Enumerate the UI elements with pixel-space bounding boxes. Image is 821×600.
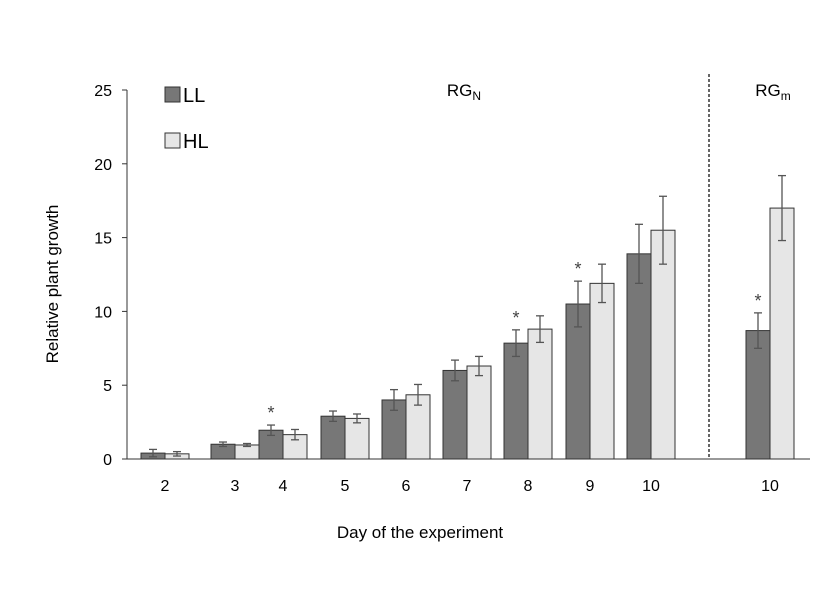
bar-hl [769,207,795,460]
y-tick-label: 15 [94,231,112,248]
bar-hl [589,282,615,460]
error-bars [149,174,786,458]
x-tick-label: 10 [761,478,779,495]
legend-swatch-ll [164,86,181,103]
x-tick-label: 3 [231,478,240,495]
bars [140,207,795,460]
bar-ll [626,253,652,460]
legend-swatch-hl [164,132,181,149]
bar-hl [650,229,676,460]
y-tick-label: 20 [94,157,112,174]
x-tick-label: 7 [463,478,472,495]
x-tick-label: 10 [642,478,660,495]
significance-markers: * * * * [267,259,761,423]
y-tick-label: 25 [94,83,112,100]
significance-star: * [574,259,581,279]
region-labels: RGN RGm [447,81,791,103]
x-tick-label: 4 [279,478,288,495]
legend-label-hl: HL [183,131,209,153]
bar-ll [320,415,346,460]
legend-label-ll: LL [183,85,205,107]
region-label: RGN [447,81,481,103]
x-axis-title: Day of the experiment [337,523,504,542]
x-tick-label: 8 [524,478,533,495]
legend: LL HL [164,85,209,153]
bar-ll [503,342,529,460]
significance-star: * [267,403,274,423]
bar-hl [527,328,553,460]
bar-hl [344,417,370,460]
x-tick-label: 5 [341,478,350,495]
significance-star: * [754,291,761,311]
x-tick-label: 9 [586,478,595,495]
x-tick-label: 2 [161,478,170,495]
bar-hl [466,365,492,460]
bar-ll [745,330,771,460]
y-tick-label: 0 [103,452,112,469]
region-label: RGm [755,81,791,103]
y-tick-label: 5 [103,378,112,395]
y-tick-label: 10 [94,304,112,321]
y-axis-title: Relative plant growth [43,205,62,364]
x-tick-label: 6 [402,478,411,495]
significance-star: * [512,308,519,328]
bar-ll [442,369,468,460]
